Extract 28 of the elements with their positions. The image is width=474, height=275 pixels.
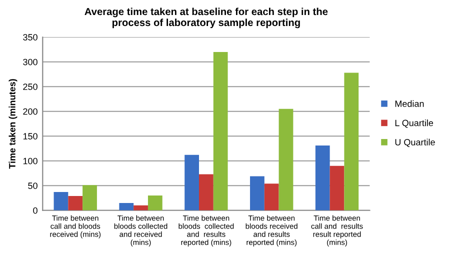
bar xyxy=(198,174,214,210)
y-tick-label: 50 xyxy=(28,182,38,189)
bar xyxy=(330,166,344,210)
y-tick-label: 350 xyxy=(23,34,38,40)
bar xyxy=(315,146,330,210)
y-tick-label: 100 xyxy=(23,158,38,164)
y-tick-label: 300 xyxy=(23,58,38,66)
legend-label: L Quartile xyxy=(395,120,434,128)
bar xyxy=(213,52,228,210)
legend-label: Median xyxy=(395,100,424,107)
chart-title: Average time taken at baseline for each step in the process of laboratory sample reporting xyxy=(84,8,328,28)
bar xyxy=(148,196,162,210)
bar xyxy=(264,184,279,210)
bar xyxy=(344,72,359,210)
y-tick-label: 150 xyxy=(23,133,38,140)
bar xyxy=(184,154,199,210)
bar xyxy=(82,185,97,210)
y-axis-title: Time taken (minutes) xyxy=(8,79,18,169)
bar xyxy=(134,205,148,210)
legend-label: U Quartile xyxy=(395,138,435,148)
y-tick-label: 200 xyxy=(23,108,38,115)
bar xyxy=(54,192,68,210)
bar xyxy=(68,196,83,210)
y-tick-label: 0 xyxy=(33,207,38,214)
y-tick-label: 250 xyxy=(23,84,38,90)
bar xyxy=(278,108,294,210)
bar xyxy=(119,202,134,210)
bar xyxy=(250,176,264,210)
